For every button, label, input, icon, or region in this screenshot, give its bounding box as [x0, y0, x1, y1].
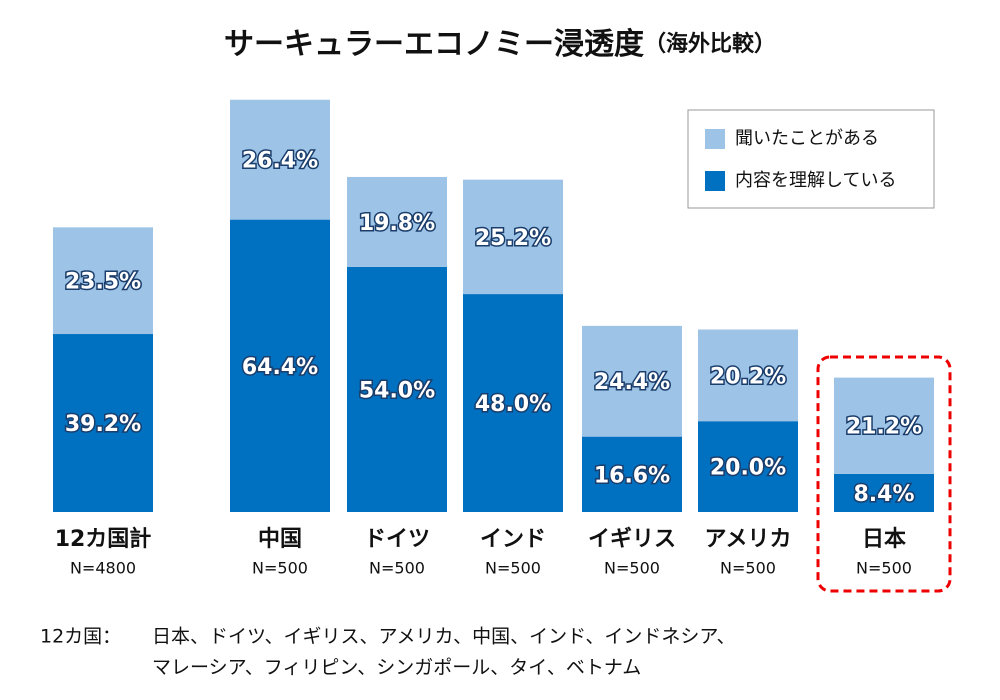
bar-segment	[698, 329, 798, 422]
legend-label: 聞いたことがある	[735, 128, 879, 149]
value-label: 24.4%	[594, 370, 670, 395]
category-label: アメリカ	[705, 527, 792, 552]
bar-segment	[53, 334, 153, 512]
bar-segment	[698, 421, 798, 512]
footnote-line: マレーシア、フィリピン、シンガポール、タイ、ベトナム	[152, 657, 641, 679]
bar-segment	[834, 473, 934, 512]
chart-title: サーキュラーエコノミー浸透度（海外比較）	[224, 27, 776, 62]
value-label: 54.0%	[359, 378, 435, 403]
highlight-box	[816, 355, 952, 593]
category-label: 12カ国計	[55, 526, 152, 552]
bar-segment	[834, 377, 934, 474]
category-label: 日本	[862, 527, 906, 552]
value-label: 20.0%	[710, 456, 786, 481]
legend-label: 内容を理解している	[735, 170, 896, 191]
bar-segment	[347, 266, 447, 512]
bar-segment	[463, 294, 563, 512]
bar-segment	[582, 436, 682, 512]
value-label: 21.2%	[846, 415, 922, 440]
footnote-line: 日本、ドイツ、イギリス、アメリカ、中国、インド、インドネシア、	[152, 626, 736, 648]
footnote-label: 12カ国：	[40, 626, 121, 648]
subtitle: （海外比較）	[644, 31, 776, 57]
sample-size: N=500	[485, 559, 541, 578]
value-label: 23.5%	[65, 270, 141, 295]
category-label: イギリス	[588, 527, 676, 552]
sample-size: N=500	[720, 559, 776, 578]
title: サーキュラーエコノミー浸透度	[224, 27, 644, 62]
bar-segment	[53, 227, 153, 335]
category-label: ドイツ	[364, 527, 430, 552]
sample-size: N=4800	[70, 559, 136, 578]
sample-size: N=500	[604, 559, 660, 578]
value-label: 19.8%	[359, 211, 435, 236]
category-label: 中国	[258, 527, 302, 552]
sample-size: N=500	[856, 559, 912, 578]
value-label: 16.6%	[594, 463, 670, 488]
value-label: 25.2%	[475, 226, 551, 251]
bar-segment	[230, 219, 330, 512]
value-label: 39.2%	[65, 412, 141, 437]
bar-segment	[582, 325, 682, 437]
value-label: 26.4%	[242, 149, 318, 174]
value-label: 64.4%	[242, 355, 318, 380]
value-label: 48.0%	[475, 392, 551, 417]
bar-segment	[463, 179, 563, 295]
legend-box	[687, 109, 935, 209]
legend-swatch	[705, 171, 725, 191]
value-label: 8.4%	[853, 482, 914, 507]
value-label: 20.2%	[710, 364, 786, 389]
bar-segment	[347, 176, 447, 267]
category-label: インド	[480, 527, 546, 552]
bar-segment	[230, 99, 330, 220]
sample-size: N=500	[252, 559, 308, 578]
sample-size: N=500	[369, 559, 425, 578]
legend-swatch	[705, 129, 725, 149]
